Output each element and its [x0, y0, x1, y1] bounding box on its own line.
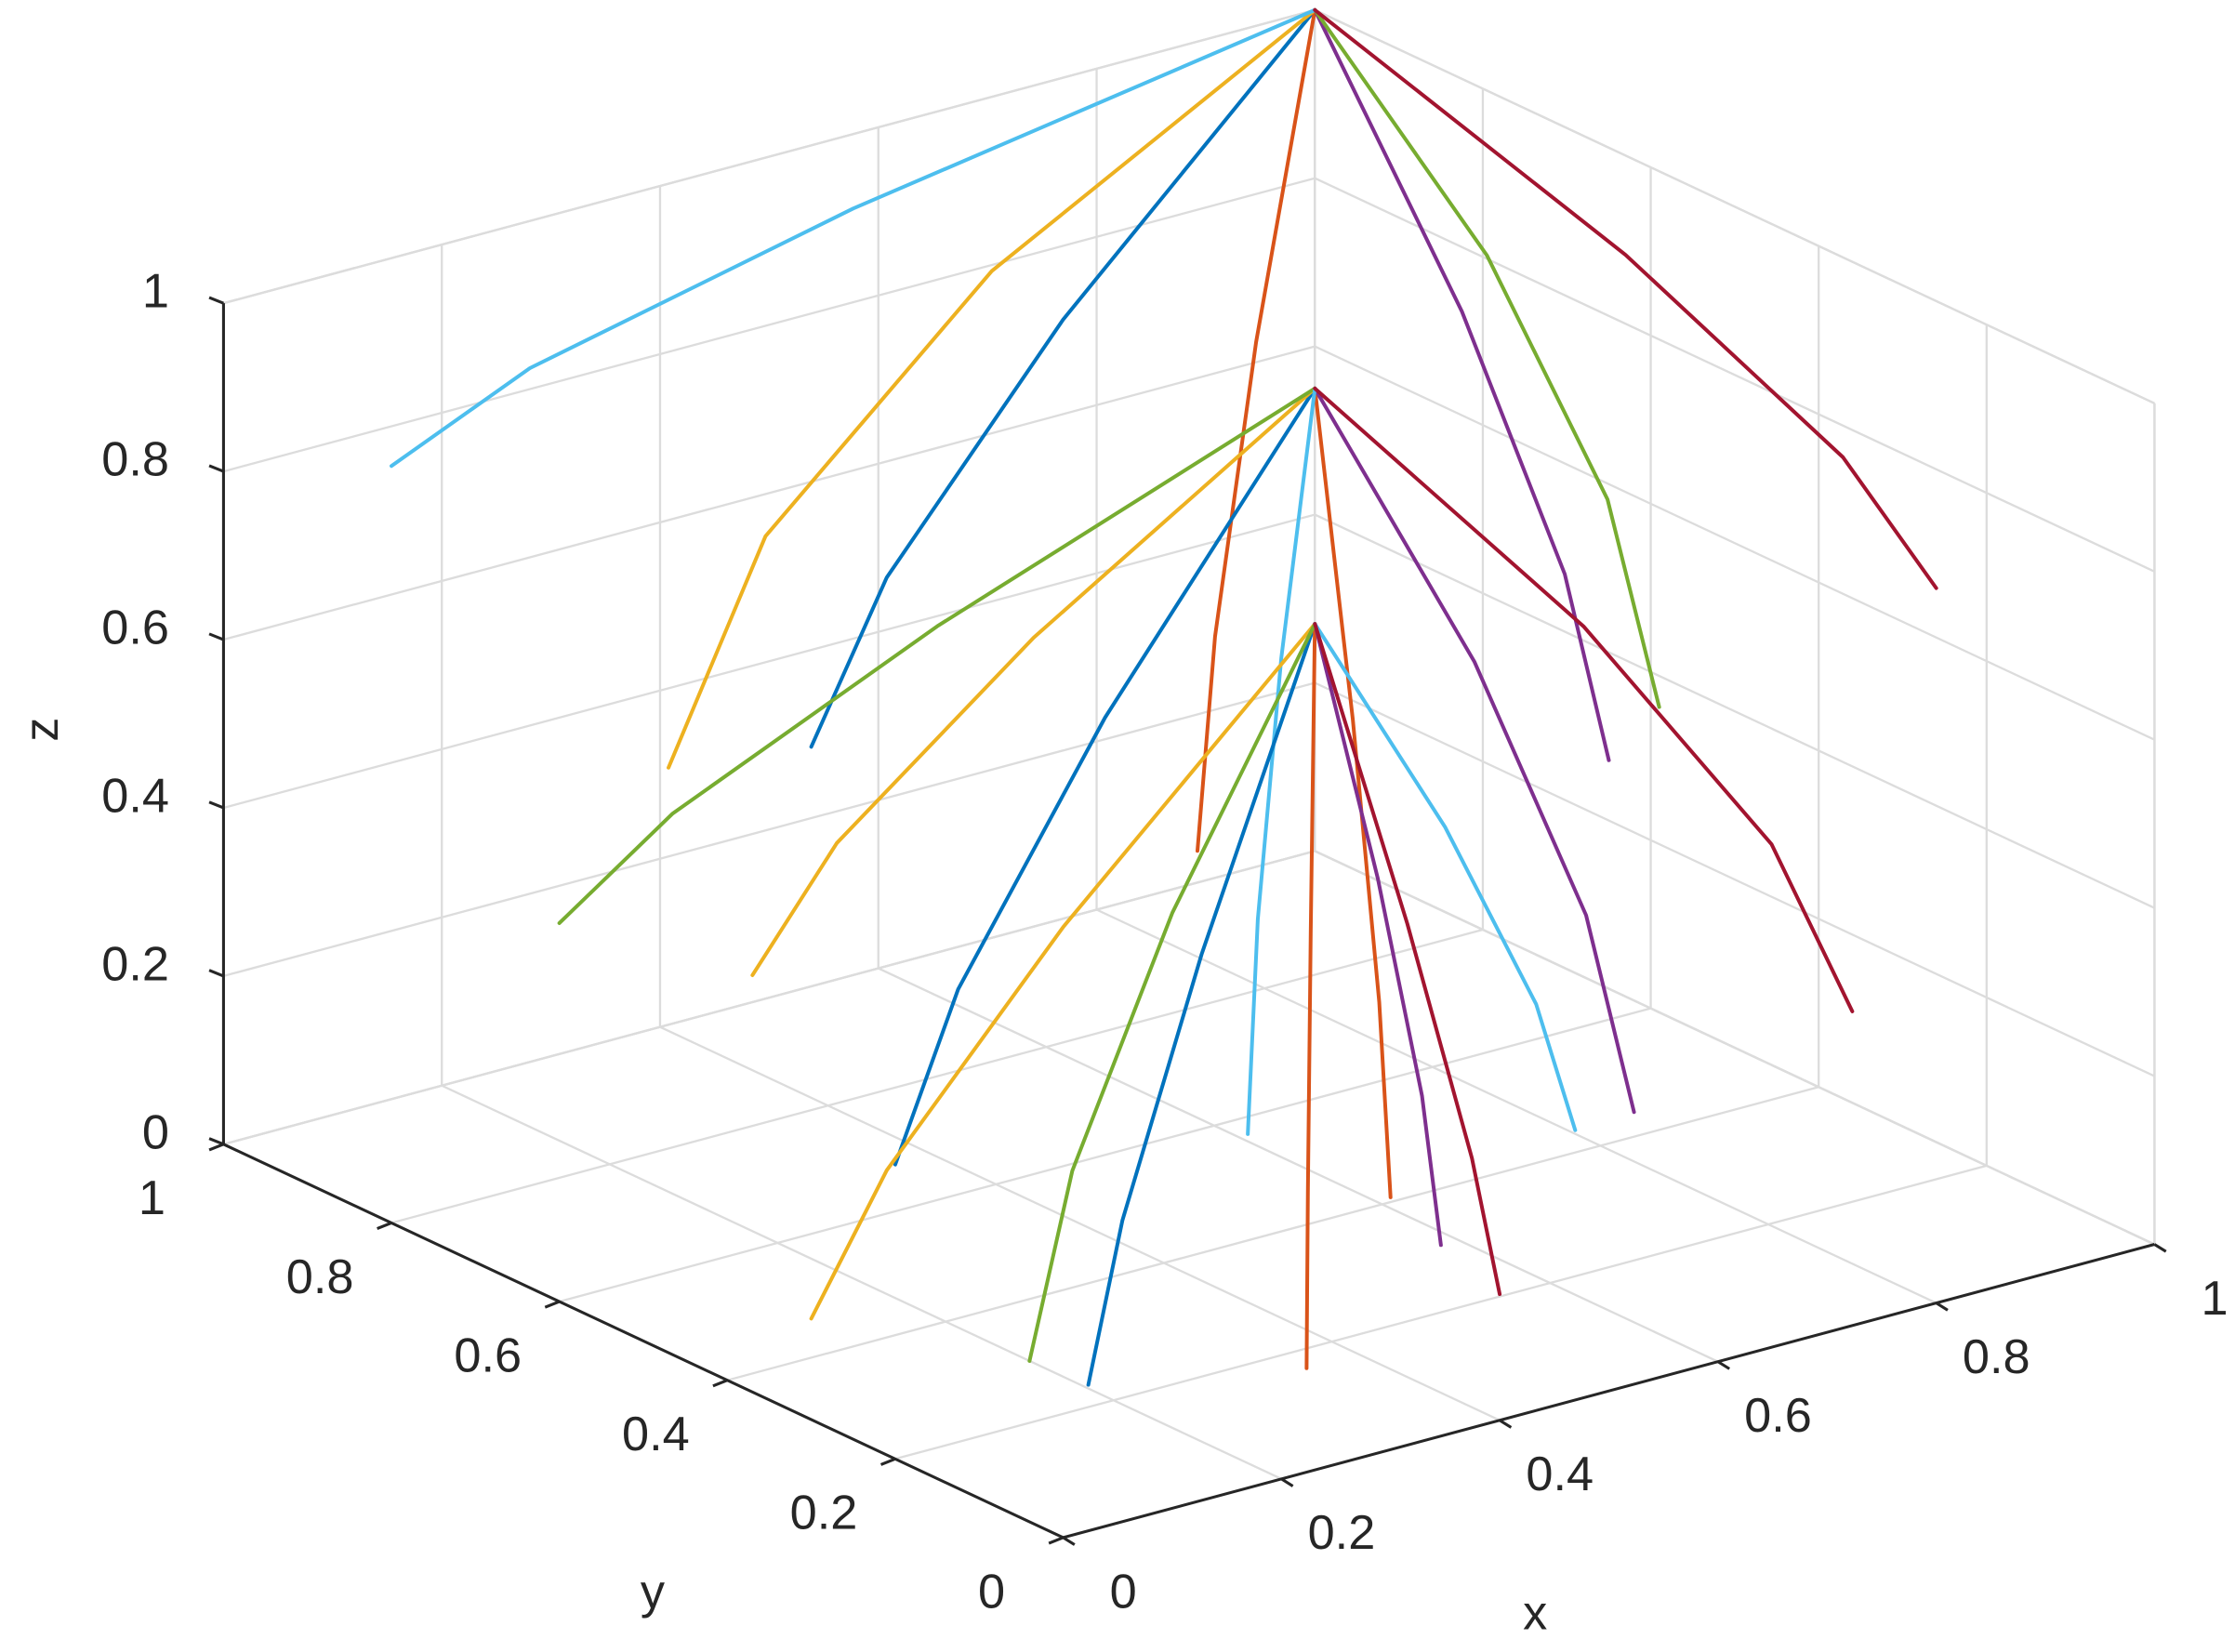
grid-line [390, 928, 1484, 1224]
grid-line [223, 8, 1316, 305]
grid-line [1314, 177, 2155, 573]
x-tick-label: 0 [1110, 1565, 1137, 1619]
trajectory [1196, 7, 1317, 853]
grid-line [441, 1084, 1282, 1480]
grid-line [1314, 8, 2155, 404]
grid-line [1314, 513, 2155, 909]
trajectory [1313, 622, 1502, 1297]
trajectory [1313, 622, 1443, 1248]
z-tick [208, 1137, 224, 1146]
y-tick-label: 0.4 [622, 1408, 690, 1461]
z-tick [208, 800, 224, 810]
x-tick [1935, 1302, 1949, 1312]
y-tick [879, 1457, 896, 1466]
grid-line [659, 1025, 1501, 1421]
z-tick [208, 969, 224, 978]
y-tick [1048, 1536, 1065, 1545]
z-tick [208, 296, 224, 305]
z-tick [208, 464, 224, 473]
trajectory [390, 7, 1317, 469]
grid-line [223, 177, 1316, 473]
y-tick-label: 0.6 [454, 1328, 522, 1382]
grid-line [223, 681, 1316, 978]
z-tick-label: 0.6 [101, 601, 169, 655]
grid-line [1096, 908, 1937, 1304]
x-tick [1717, 1360, 1730, 1370]
z-tick-label: 0.8 [101, 433, 169, 487]
grid-line [223, 850, 1316, 1145]
y-axis-label: y [641, 1565, 666, 1619]
grid-line [894, 1164, 1988, 1460]
z-tick-label: 0.2 [101, 937, 169, 991]
y-tick [544, 1300, 561, 1309]
trajectory [1304, 622, 1317, 1370]
x-tick [1062, 1536, 1076, 1546]
x-tick-label: 0.6 [1744, 1389, 1812, 1443]
trajectory [750, 386, 1317, 977]
x-tick-label: 0.8 [1963, 1330, 2030, 1384]
trajectory [893, 386, 1317, 1167]
x-tick-label: 0.2 [1308, 1506, 1376, 1560]
grid-line [1314, 345, 2155, 741]
z-tick [208, 632, 224, 641]
x-tick-label: 0.4 [1526, 1447, 1594, 1501]
x-axis-label: x [1523, 1586, 1547, 1640]
trajectory [1313, 622, 1578, 1132]
z-tick-label: 0 [142, 1105, 169, 1159]
x-tick-label: 1 [2202, 1272, 2228, 1326]
trajectory [557, 386, 1317, 925]
trajectory [1313, 7, 1611, 762]
x-tick [2153, 1243, 2167, 1253]
trajectory [809, 7, 1317, 749]
grid-line [559, 1007, 1651, 1303]
trajectory [1313, 7, 1661, 709]
y-tick-label: 0 [978, 1565, 1005, 1619]
y-tick [377, 1222, 392, 1231]
z-tick-label: 0.4 [101, 770, 169, 824]
z-axis-label: z [15, 718, 69, 742]
y-tick-label: 0.8 [286, 1250, 354, 1304]
trajectory [1313, 386, 1393, 1199]
trajectory [1313, 386, 1636, 1115]
trajectory [1086, 622, 1317, 1387]
grid-line [878, 967, 1719, 1363]
y-tick [712, 1379, 728, 1388]
grid-line [223, 345, 1316, 641]
grid-line [223, 513, 1316, 810]
z-tick-label: 1 [142, 265, 169, 319]
trajectory [1246, 386, 1317, 1136]
grid-line [1314, 681, 2155, 1077]
grid-line [1314, 850, 2155, 1246]
trajectory [1027, 622, 1317, 1363]
grid-line [726, 1086, 1819, 1381]
y-tick [208, 1143, 224, 1152]
trajectory [1313, 386, 1855, 1013]
y-tick-label: 1 [139, 1171, 165, 1225]
x-tick [1499, 1419, 1513, 1429]
trajectory [809, 622, 1317, 1321]
trajectory [667, 7, 1317, 770]
x-tick [1280, 1477, 1294, 1487]
y-tick-label: 0.2 [790, 1487, 858, 1540]
trajectory [1313, 7, 1938, 590]
x-axis [1063, 1243, 2155, 1540]
y-axis [222, 1143, 1065, 1540]
